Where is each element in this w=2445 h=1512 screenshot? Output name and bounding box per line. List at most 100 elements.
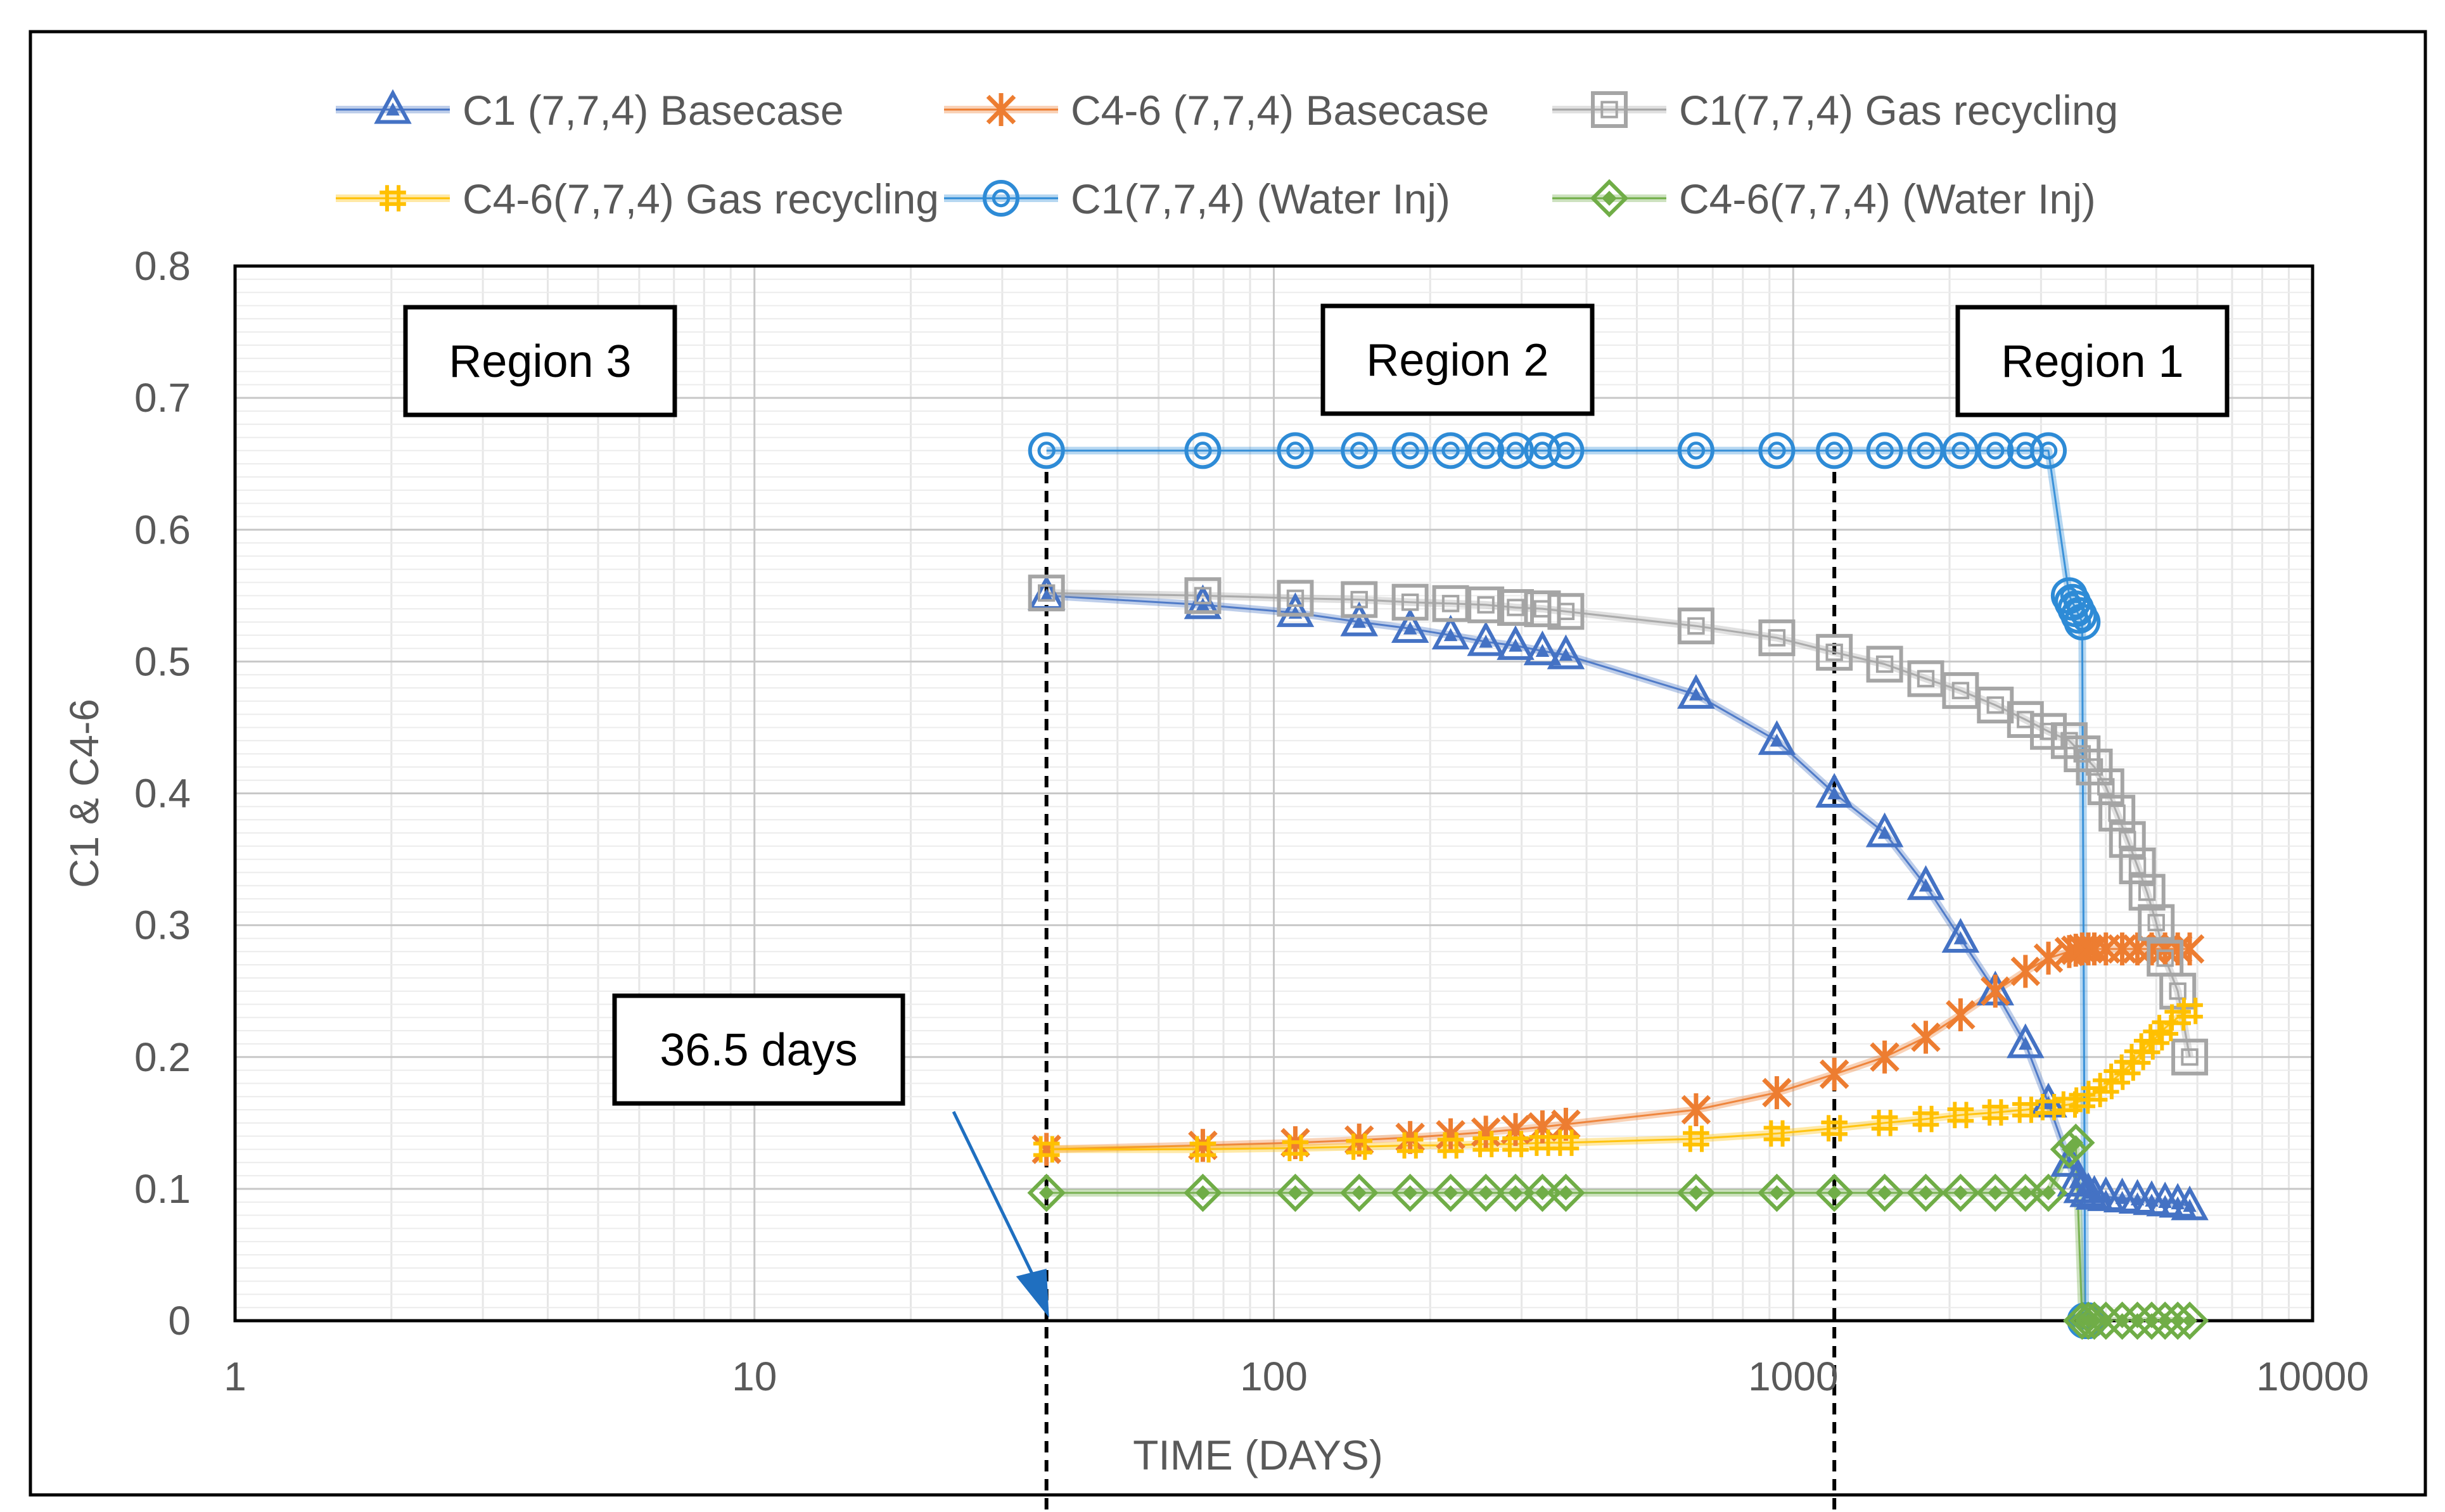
data-point-c4-6-7-7-4-gas-recycling	[1982, 1099, 2009, 1126]
data-point-c1-7-7-4-gas-recycling	[2128, 874, 2166, 911]
data-point-c4-6-7-7-4-gas-recycling	[1282, 1134, 1309, 1162]
series-c1-7-7-4-gas-recycling	[1028, 575, 2209, 1076]
data-point-c4-6-7-7-4-water-inj	[1547, 1173, 1585, 1212]
data-point-c1-7-7-4-gas-recycling	[1028, 575, 1065, 612]
x-tick-label: 10000	[2256, 1354, 2369, 1399]
data-point-c1-7-7-4-water-inj	[1391, 432, 1429, 469]
data-point-c4-6-7-7-4-water-inj	[1184, 1173, 1222, 1212]
data-point-c1-7-7-4-basecase	[1758, 720, 1796, 755]
data-point-c1-7-7-4-water-inj	[1816, 432, 1853, 469]
legend-item-c1-7-7-4-basecase: C1 (7,7,4) Basecase	[336, 87, 844, 134]
data-point-c4-6-7-7-4-water-inj	[1466, 1173, 1505, 1212]
data-point-c1-7-7-4-gas-recycling	[2159, 972, 2197, 1010]
annotation-box	[1955, 305, 2230, 417]
data-point-c1-7-7-4-basecase	[1906, 865, 1945, 900]
data-point-c1-7-7-4-basecase	[1497, 625, 1535, 660]
y-tick-label: 0.4	[134, 771, 191, 816]
data-point-c4-6-7-7-4-water-inj	[2029, 1173, 2068, 1212]
y-tick-label: 0.6	[134, 507, 191, 552]
arrow-head	[1016, 1269, 1049, 1318]
data-point-c1-7-7-4-water-inj	[1028, 432, 1065, 469]
data-point-c1-7-7-4-basecase	[1391, 608, 1429, 643]
legend-marker	[1590, 179, 1629, 218]
legend-label: C4-6(7,7,4) Gas recycling	[463, 175, 939, 222]
data-point-c4-6-7-7-4-water-inj	[1391, 1173, 1429, 1212]
plot-area-border	[233, 264, 2314, 1323]
data-point-c1-7-7-4-basecase	[1677, 674, 1715, 709]
data-point-c4-6-7-7-4-gas-recycling	[1396, 1132, 1424, 1159]
data-point-c1-7-7-4-gas-recycling	[2087, 768, 2124, 806]
legend-item-c1-7-7-4-gas-recycling: C1(7,7,4) Gas recycling	[1552, 87, 2118, 134]
legend-marker	[374, 89, 412, 124]
data-point-c4-6-7-7-4-water-inj	[1496, 1173, 1535, 1212]
data-point-c1-7-7-4-gas-recycling	[2109, 821, 2146, 858]
legend-item-c1-7-7-4-water-inj: C1(7,7,4) (Water Inj)	[944, 175, 1450, 222]
annotation-text: 36.5 days	[660, 1025, 857, 1076]
data-point-c4-6-7-7-4-gas-recycling	[1529, 1129, 1556, 1156]
data-point-c4-6-7-7-4-basecase	[1031, 1133, 1061, 1166]
data-point-c1-7-7-4-gas-recycling	[2138, 904, 2175, 941]
legend: C1 (7,7,4) Basecase C4-6 (7,7,4) Basecase…	[336, 87, 2118, 222]
data-point-c4-6-7-7-4-water-inj	[1941, 1173, 1980, 1212]
data-point-c1-7-7-4-gas-recycling	[2119, 847, 2156, 884]
data-point-c1-7-7-4-basecase	[2171, 1185, 2209, 1221]
data-point-c1-7-7-4-water-inj	[1547, 432, 1585, 469]
data-point-c4-6-7-7-4-water-inj	[1276, 1173, 1315, 1212]
legend-label: C4-6(7,7,4) (Water Inj)	[1679, 175, 2096, 222]
series-c1-7-7-4-basecase	[1027, 575, 2209, 1221]
arrow-shaft	[952, 1110, 1044, 1297]
data-point-c4-6-7-7-4-gas-recycling	[2176, 998, 2203, 1024]
y-tick-label: 0.1	[134, 1166, 191, 1212]
data-point-c4-6-7-7-4-basecase	[2010, 955, 2041, 988]
legend-label: C1 (7,7,4) Basecase	[463, 87, 844, 134]
annotation-36-5-days: 36.5 days	[612, 993, 905, 1106]
data-point-c1-7-7-4-gas-recycling	[1341, 581, 1378, 618]
y-axis-title: C1 & C4-6	[61, 699, 107, 888]
y-tick-label: 0.2	[134, 1034, 191, 1080]
data-point-c1-7-7-4-gas-recycling	[1184, 577, 1222, 614]
data-point-c4-6-7-7-4-basecase	[1911, 1020, 1941, 1054]
data-point-c1-7-7-4-gas-recycling	[1547, 593, 1585, 630]
data-point-c4-6-7-7-4-basecase	[1436, 1118, 1465, 1152]
data-point-c1-7-7-4-basecase	[1547, 634, 1585, 670]
data-point-c4-6-7-7-4-basecase	[1762, 1076, 1792, 1109]
data-point-c1-7-7-4-basecase	[1340, 601, 1378, 637]
data-point-c1-7-7-4-water-inj	[1341, 432, 1378, 469]
series-points	[1027, 432, 2209, 1340]
data-point-c4-6-7-7-4-basecase	[1471, 1115, 1501, 1149]
data-point-c4-6-7-7-4-basecase	[1980, 974, 2010, 1008]
data-point-c1-7-7-4-gas-recycling	[2050, 722, 2088, 759]
data-point-c4-6-7-7-4-water-inj	[2132, 1301, 2171, 1340]
data-point-c1-7-7-4-gas-recycling	[1758, 619, 1796, 656]
annotation-text: Region 1	[2001, 336, 2183, 387]
data-point-c1-7-7-4-gas-recycling	[2064, 735, 2101, 773]
data-point-c4-6-7-7-4-water-inj	[1676, 1173, 1716, 1212]
data-point-c4-6-7-7-4-gas-recycling	[1033, 1136, 1060, 1163]
data-point-c4-6-7-7-4-gas-recycling	[1502, 1131, 1529, 1157]
series-c4-6-7-7-4-water-inj	[1027, 1123, 2209, 1340]
data-point-c1-7-7-4-basecase	[1467, 621, 1505, 656]
legend-label: C4-6 (7,7,4) Basecase	[1071, 87, 1489, 134]
data-point-c4-6-7-7-4-gas-recycling	[2143, 1024, 2170, 1051]
data-point-c1-7-7-4-water-inj	[2064, 603, 2101, 640]
data-point-c4-6-7-7-4-water-inj	[1758, 1173, 1796, 1212]
data-point-c1-7-7-4-basecase	[1815, 773, 1853, 808]
data-point-c1-7-7-4-gas-recycling	[2171, 1038, 2209, 1076]
annotation-box	[403, 305, 677, 417]
annotation-text: Region 2	[1366, 335, 1548, 386]
data-point-c1-7-7-4-water-inj	[1432, 432, 1469, 469]
data-point-c4-6-7-7-4-gas-recycling	[2012, 1096, 2039, 1123]
data-point-c4-6-7-7-4-gas-recycling	[1821, 1115, 1848, 1141]
data-point-c4-6-7-7-4-gas-recycling	[1912, 1105, 1939, 1133]
data-point-c1-7-7-4-water-inj	[1277, 432, 1314, 469]
data-point-c1-7-7-4-water-inj	[1497, 432, 1534, 469]
legend-marker	[983, 180, 1019, 217]
data-point-c4-6-7-7-4-basecase	[1681, 1093, 1711, 1126]
legend-marker	[380, 185, 406, 212]
axes-labels: 1 10 100 1000 10000 0 0.1 0.2 0.3 0.4 0.5 0.6 0.7 0.8…	[61, 243, 2369, 1478]
series-c1-7-7-4-water-inj	[1028, 432, 2107, 1339]
y-tick-label: 0.7	[134, 375, 191, 421]
x-tick-label: 1	[224, 1354, 246, 1399]
data-point-c4-6-7-7-4-gas-recycling	[1437, 1132, 1464, 1159]
